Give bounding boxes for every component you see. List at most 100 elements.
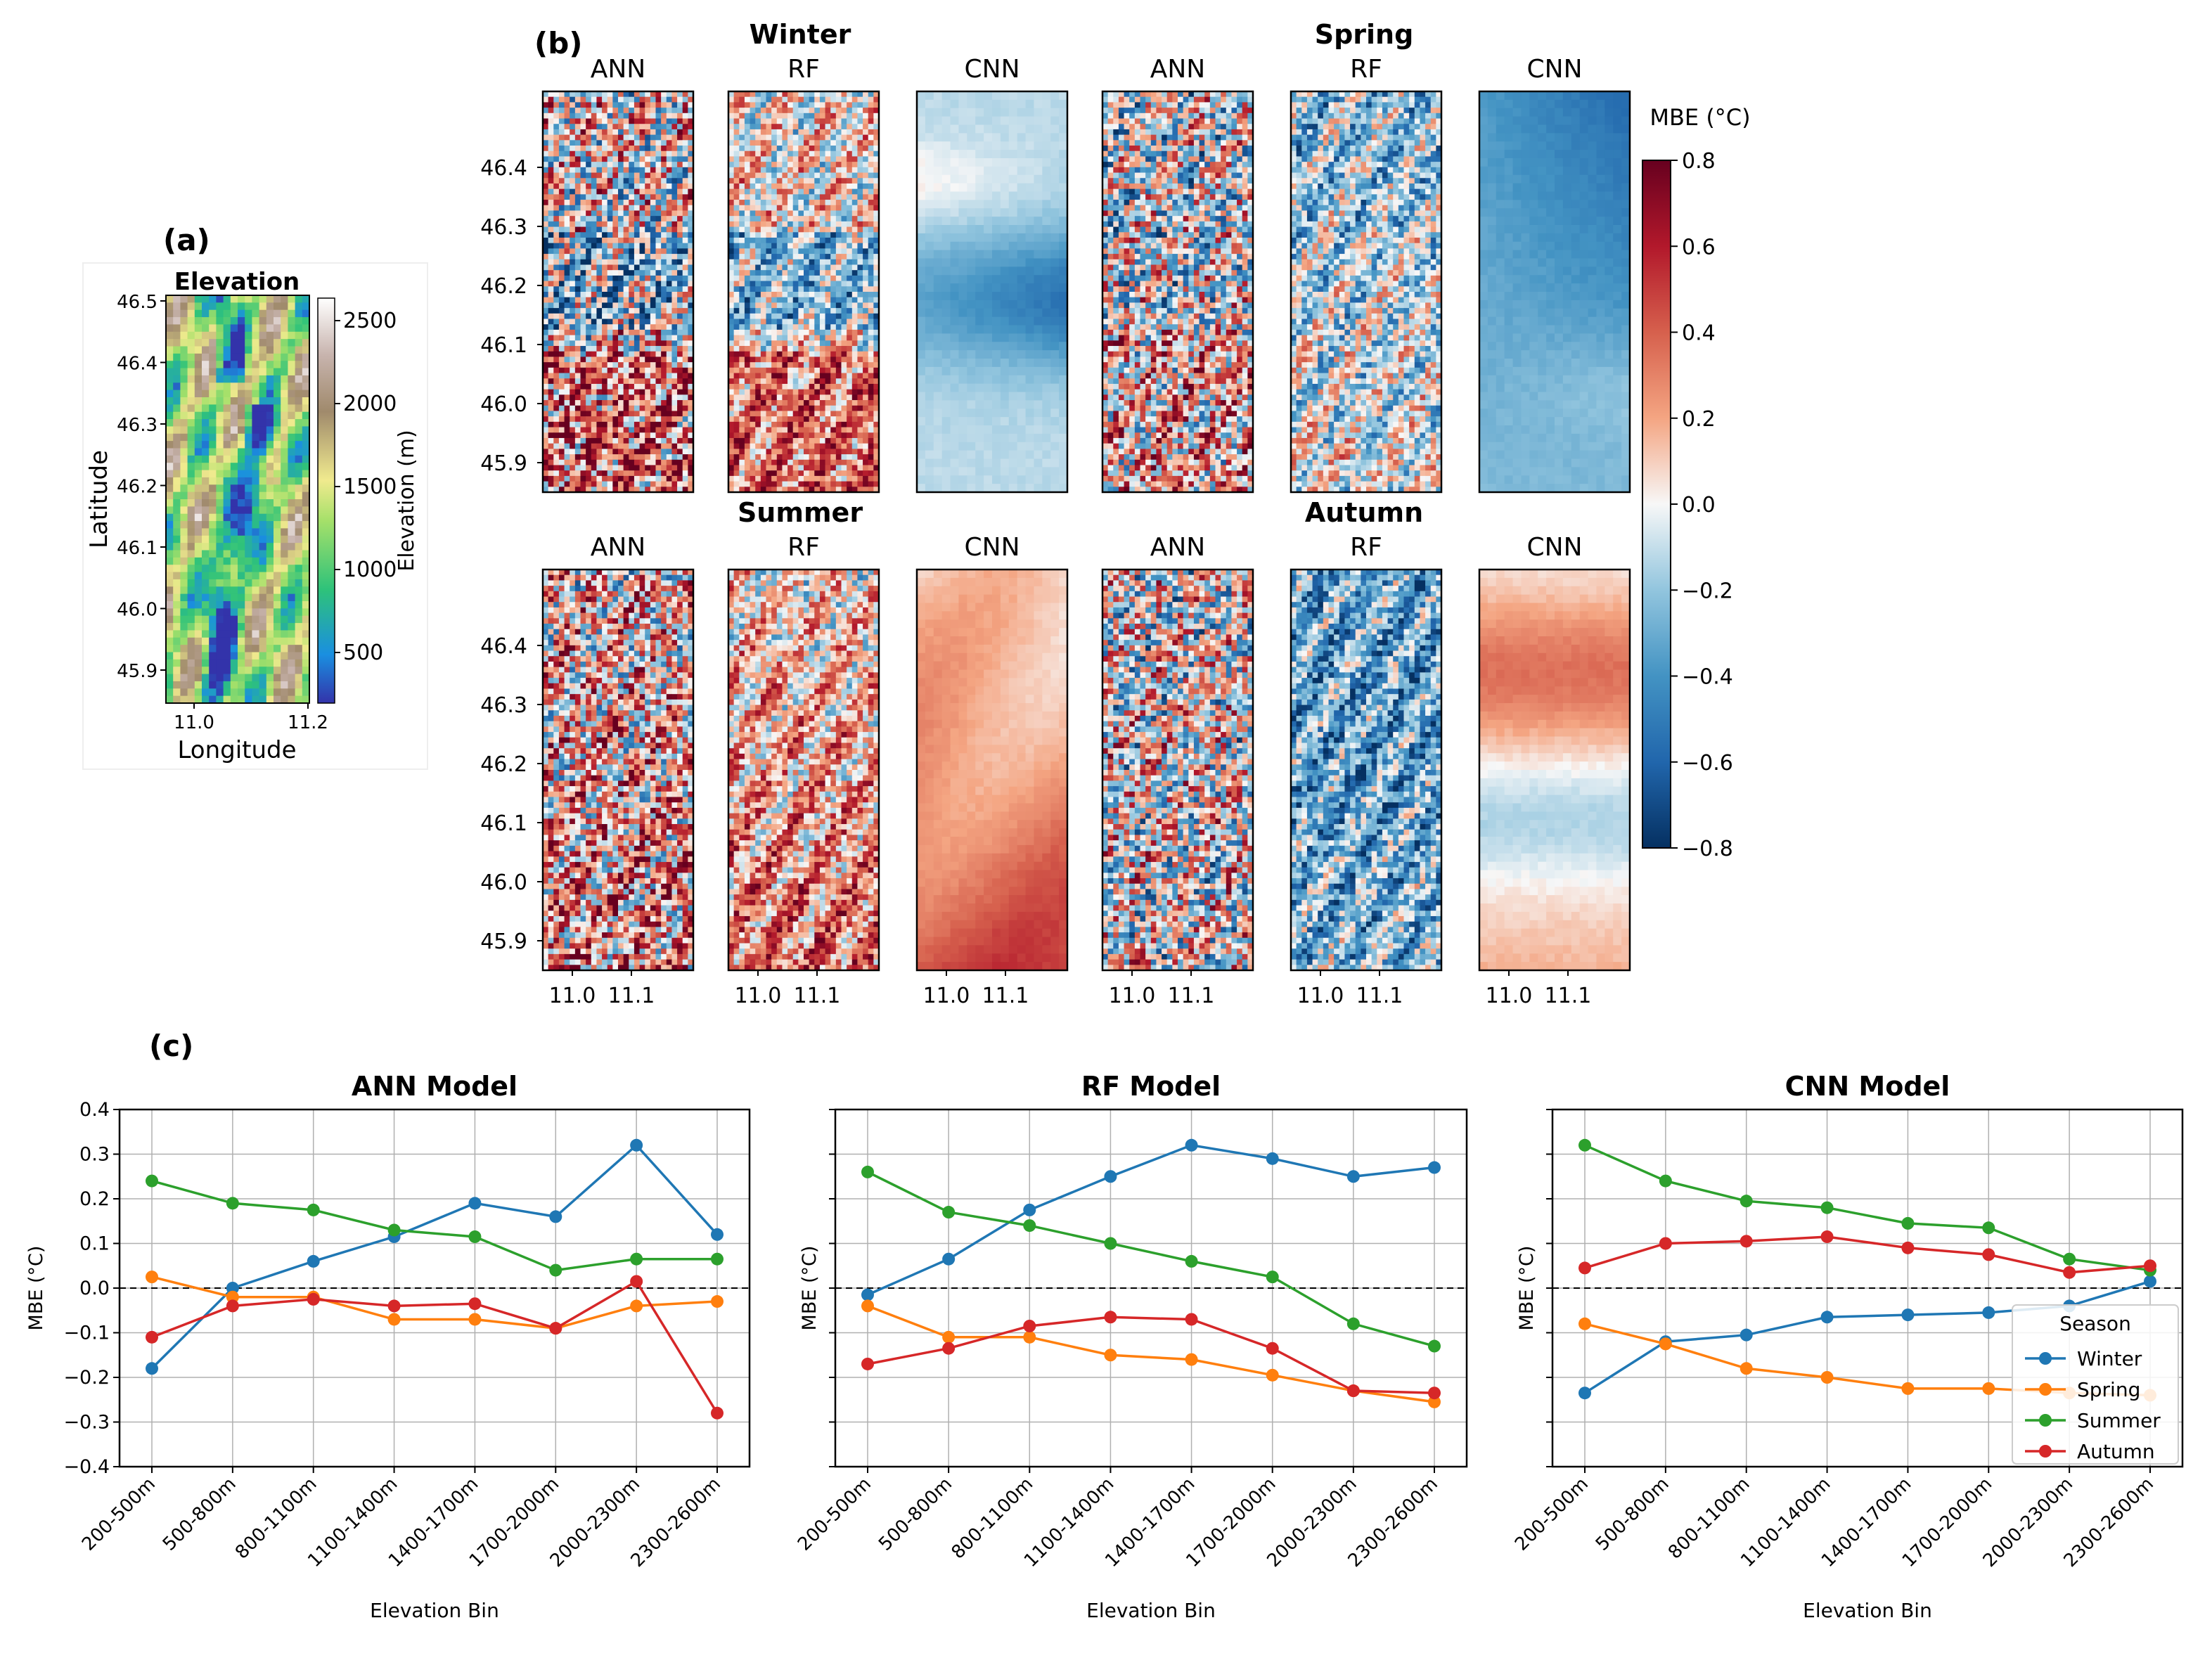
mbe-cell <box>559 314 565 319</box>
mbe-cell <box>820 129 825 135</box>
elevation-cell <box>281 470 288 478</box>
elevation-cell <box>202 412 210 420</box>
elevation-cell <box>266 477 274 485</box>
elevation-cell <box>266 434 274 442</box>
mbe-cell <box>734 205 740 211</box>
mbe-cell <box>820 135 825 141</box>
mbe-cell <box>842 286 847 292</box>
mbe-cell <box>677 173 683 179</box>
elevation-cell <box>288 375 295 383</box>
mbe-cell <box>602 259 607 265</box>
mbe-cell <box>814 238 820 243</box>
mbe-cell <box>809 270 815 276</box>
mbe-cell <box>683 248 688 254</box>
mbe-cell <box>782 335 787 341</box>
mbe-cell <box>570 438 575 444</box>
mbe-cell <box>602 340 607 346</box>
mbe-cell <box>602 184 607 189</box>
mbe-cell <box>650 210 656 216</box>
mbe-cell <box>830 140 836 146</box>
mbe-cell <box>596 232 602 238</box>
mbe-cell <box>656 140 662 146</box>
mbe-cell <box>825 146 831 151</box>
mbe-cell <box>591 210 597 216</box>
mbe-cell <box>745 194 750 200</box>
mbe-cell <box>612 270 618 276</box>
mbe-cell <box>624 135 629 141</box>
mbe-cell <box>793 319 799 325</box>
elevation-cell <box>302 426 310 434</box>
mbe-ytick-label: 45.9 <box>480 451 527 476</box>
mbe-cell <box>777 227 783 233</box>
elevation-cell <box>281 332 288 340</box>
elevation-cell <box>202 506 210 514</box>
elevation-cell <box>245 499 252 507</box>
mbe-cell <box>553 330 559 335</box>
mbe-cell <box>650 482 656 487</box>
mbe-cell <box>624 330 629 335</box>
elevation-cell <box>209 660 217 667</box>
elevation-cell <box>224 332 231 340</box>
mbe-cell <box>634 352 640 357</box>
mbe-cell <box>629 162 634 167</box>
mbe-cell <box>766 422 772 427</box>
mbe-cell <box>847 406 852 411</box>
mbe-cell <box>581 162 586 167</box>
mbe-cell <box>863 324 868 330</box>
elevation-cell <box>252 449 259 456</box>
mbe-cell <box>830 119 836 124</box>
elevation-cell <box>224 536 231 544</box>
mbe-cell <box>618 335 624 341</box>
elevation-cell <box>238 688 245 696</box>
elevation-cell <box>231 492 238 500</box>
elevation-cell <box>231 536 238 544</box>
mbe-cell <box>650 319 656 325</box>
mbe-cell <box>809 194 815 200</box>
mbe-cell <box>820 384 825 390</box>
mbe-cell <box>804 384 809 390</box>
mbe-cell <box>581 210 586 216</box>
mbe-cell <box>793 314 799 319</box>
mbe-cell <box>745 108 750 113</box>
mbe-cell <box>739 205 745 211</box>
mbe-cell <box>677 178 683 184</box>
elevation-cell <box>173 551 181 558</box>
mbe-cell <box>565 264 570 270</box>
elevation-cell <box>216 579 224 587</box>
mbe-cell <box>863 276 868 281</box>
mbe-cell <box>559 297 565 303</box>
elevation-cell <box>302 412 310 420</box>
mbe-cell <box>804 286 809 292</box>
elevation-cell <box>195 652 202 660</box>
mbe-cell <box>667 297 672 303</box>
mbe-cell <box>575 454 581 460</box>
mbe-cell <box>634 124 640 129</box>
mbe-cell <box>640 411 645 416</box>
elevation-cell <box>202 295 210 303</box>
mbe-cell <box>650 270 656 276</box>
mbe-cell <box>624 124 629 129</box>
elevation-cell <box>238 521 245 529</box>
elevation-cell <box>238 528 245 536</box>
mbe-cell <box>820 140 825 146</box>
mbe-cell <box>734 368 740 373</box>
elevation-cell <box>295 616 303 624</box>
mbe-cell <box>787 324 793 330</box>
mbe-cell <box>612 308 618 314</box>
mbe-cell <box>645 189 650 195</box>
mbe-cell <box>814 232 820 238</box>
mbe-cell <box>852 135 858 141</box>
mbe-cell <box>683 476 688 482</box>
mbe-cell <box>650 314 656 319</box>
mbe-cell <box>667 356 672 362</box>
mbe-cell <box>734 352 740 357</box>
mbe-cell <box>612 340 618 346</box>
mbe-cell <box>825 384 831 390</box>
elevation-cell <box>231 477 238 485</box>
mbe-cell <box>591 373 597 379</box>
mbe-cell <box>629 438 634 444</box>
mbe-cell <box>591 227 597 233</box>
mbe-cell <box>586 173 591 179</box>
mbe-ytick-label: 46.4 <box>480 156 527 181</box>
mbe-cell <box>548 324 554 330</box>
